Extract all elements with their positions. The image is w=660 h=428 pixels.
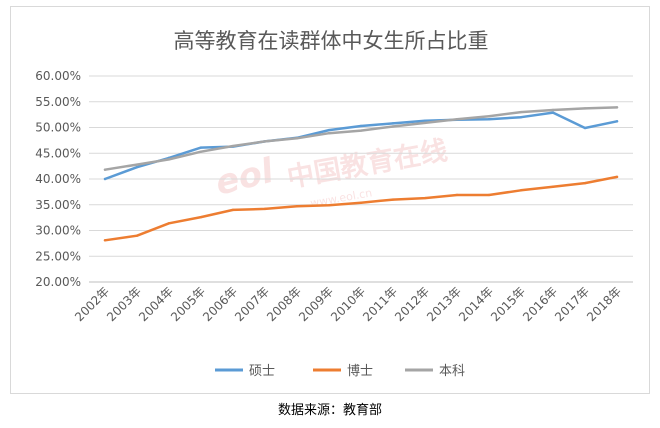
y-tick-label: 50.00% <box>35 121 81 135</box>
data-point <box>231 208 235 212</box>
x-tick-label: 2007年 <box>232 284 272 324</box>
data-point <box>487 114 491 118</box>
line-chart: 高等教育在读群体中女生所占比重 eol 中国教育在线 www.eol.cn 20… <box>35 29 633 379</box>
source-note: 数据来源：教育部 <box>277 403 382 418</box>
watermark-text: 中国教育在线 <box>285 134 450 194</box>
data-point <box>295 205 299 208</box>
data-point <box>423 121 427 125</box>
y-tick-label: 30.00% <box>35 224 81 238</box>
x-tick-label: 2009年 <box>296 284 336 324</box>
data-point <box>391 122 395 125</box>
x-tick-label: 2005年 <box>168 284 208 324</box>
data-point <box>199 215 203 219</box>
x-tick-label: 2008年 <box>264 284 304 324</box>
y-tick-label: 20.00% <box>35 275 81 289</box>
legend-label: 博士 <box>347 364 373 379</box>
data-point <box>519 189 523 192</box>
data-point <box>263 207 267 211</box>
grid <box>89 75 633 283</box>
series-lines <box>103 106 619 242</box>
data-point <box>199 146 203 149</box>
data-point <box>231 144 235 148</box>
y-tick-label: 45.00% <box>35 146 81 160</box>
data-point <box>391 125 395 128</box>
x-tick-label: 2004年 <box>136 284 176 324</box>
data-point <box>295 137 299 140</box>
y-tick-label: 25.00% <box>35 249 81 263</box>
x-tick-label: 2003年 <box>104 284 144 324</box>
data-point <box>455 193 459 197</box>
x-tick-label: 2014年 <box>456 284 496 324</box>
data-point <box>583 181 587 185</box>
data-point <box>359 201 363 204</box>
data-point <box>103 239 107 242</box>
data-point <box>263 140 267 143</box>
y-tick-label: 35.00% <box>35 198 81 212</box>
data-point <box>103 177 107 181</box>
eol-logo: eol <box>212 151 279 204</box>
legend-label: 本科 <box>439 364 465 379</box>
data-point <box>359 129 363 132</box>
data-point <box>327 131 331 135</box>
data-point <box>199 150 203 153</box>
data-point <box>135 165 139 169</box>
data-point <box>615 120 619 123</box>
data-point <box>615 106 619 109</box>
data-point <box>423 119 427 123</box>
y-tick-label: 55.00% <box>35 95 81 109</box>
data-point <box>423 196 427 200</box>
x-tick-label: 2017年 <box>552 284 592 324</box>
y-tick-label: 60.00% <box>35 69 81 83</box>
data-point <box>103 168 107 171</box>
x-tick-label: 2016年 <box>520 284 560 324</box>
x-tick-label: 2011年 <box>360 284 400 324</box>
chart-frame: 高等教育在读群体中女生所占比重 eol 中国教育在线 www.eol.cn 20… <box>10 6 650 394</box>
x-tick-label: 2013年 <box>424 284 464 324</box>
chart-title: 高等教育在读群体中女生所占比重 <box>174 29 489 53</box>
data-point <box>583 126 587 130</box>
data-point <box>487 193 491 197</box>
data-point <box>551 185 555 188</box>
x-tick-label: 2010年 <box>328 284 368 324</box>
x-tick-label: 2012年 <box>392 284 432 324</box>
data-point <box>135 163 139 166</box>
data-point <box>583 107 587 110</box>
legend-label: 硕士 <box>249 364 275 379</box>
y-axis: 20.00% 25.00% 30.00% 35.00% 40.00% 45.00% 50.0… <box>35 69 81 289</box>
x-tick-label: 2015年 <box>488 284 528 324</box>
data-point <box>455 118 459 121</box>
y-tick-label: 40.00% <box>35 172 81 186</box>
data-point <box>519 110 523 114</box>
svg-text:eol: eol <box>212 151 279 204</box>
data-point <box>167 158 171 161</box>
x-tick-label: 2018年 <box>584 284 624 324</box>
data-point <box>327 204 331 207</box>
x-tick-label: 2002年 <box>72 284 112 324</box>
data-point <box>167 222 171 225</box>
data-point <box>135 234 139 237</box>
data-point <box>615 175 619 179</box>
data-point <box>551 111 555 114</box>
data-point <box>487 118 491 121</box>
data-point <box>359 124 363 128</box>
legend: 硕士 博士 本科 <box>215 364 465 379</box>
data-point <box>391 198 395 201</box>
data-point <box>327 128 331 132</box>
data-point <box>551 108 555 112</box>
x-axis: 2002年2003年2004年2005年2006年2007年2008年2009年… <box>72 284 624 324</box>
x-tick-label: 2006年 <box>200 284 240 324</box>
data-point <box>519 116 523 119</box>
